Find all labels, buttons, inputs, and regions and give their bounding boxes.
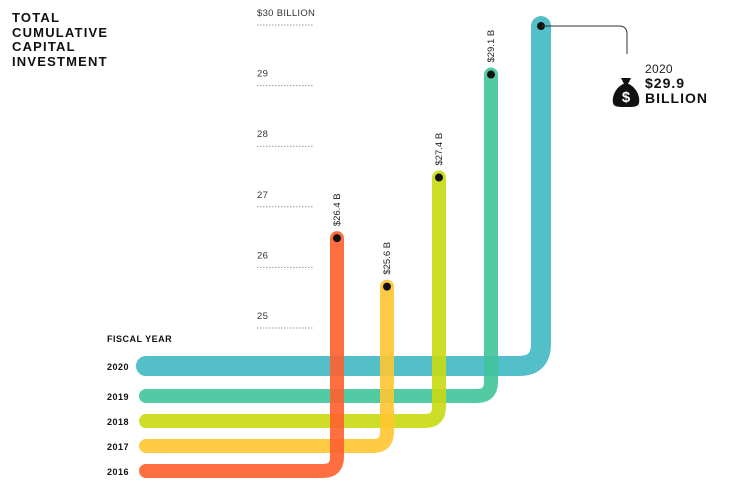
y-tick-label: 28 [257, 129, 268, 140]
callout-amount-unit: BILLION [645, 90, 708, 106]
money-bag-icon: $ [612, 78, 640, 107]
data-label-2019: $29.1 B [486, 30, 497, 63]
data-point-2019 [487, 70, 495, 79]
svg-text:$: $ [622, 89, 631, 106]
data-label-2016: $26.4 B [332, 193, 343, 226]
year-label-2018: 2018 [107, 417, 129, 427]
y-tick-label: 26 [257, 250, 268, 261]
year-label-2016: 2016 [107, 467, 129, 477]
y-tick-label: 27 [257, 190, 268, 201]
data-label-2017: $25.6 B [382, 242, 393, 275]
data-point-2017 [383, 282, 391, 291]
year-label-2017: 2017 [107, 442, 129, 452]
callout-year: 2020 [645, 62, 673, 76]
series-line-2019 [139, 67, 498, 403]
chart-title: TOTAL CUMULATIVE CAPITAL INVESTMENT [12, 10, 109, 69]
series-line-2018 [139, 170, 446, 428]
y-tick-label: 25 [257, 311, 268, 322]
callout-amount: $29.9 [645, 75, 686, 91]
series-line-2017 [139, 279, 394, 453]
callout-connector [541, 25, 628, 55]
series-line-2016 [139, 231, 344, 478]
y-tick-label: $30 BILLION [257, 8, 315, 19]
year-label-2020: 2020 [107, 362, 129, 372]
callout: 2020 $29.9 BILLION [645, 62, 708, 106]
data-label-2018: $27.4 B [434, 133, 445, 166]
series-line-2020 [136, 16, 551, 376]
year-label-2019: 2019 [107, 392, 129, 402]
data-point-2018 [435, 173, 443, 182]
y-tick-label: 29 [257, 69, 268, 80]
data-point-2016 [333, 234, 341, 243]
axis-title: FISCAL YEAR [107, 334, 172, 344]
